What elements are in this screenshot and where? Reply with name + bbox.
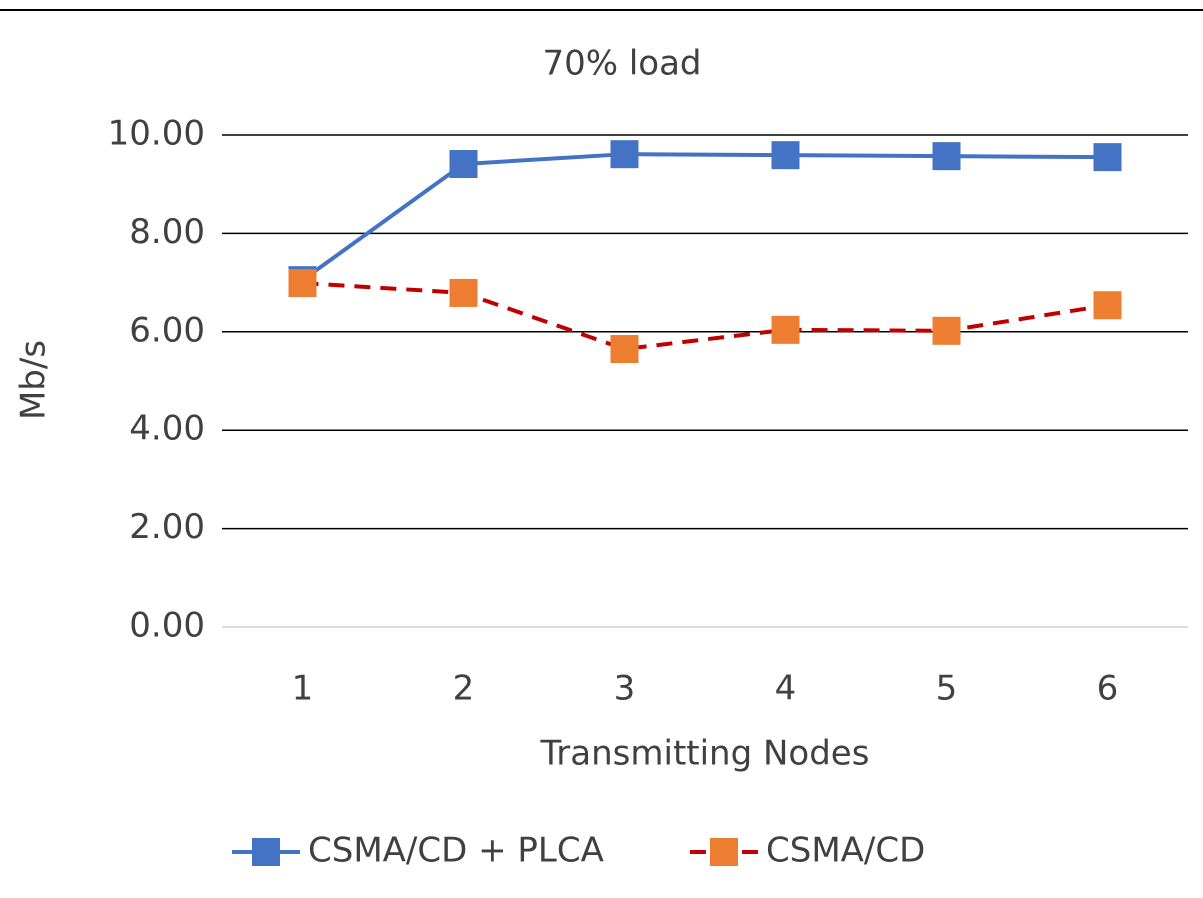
marker <box>610 140 639 169</box>
x-axis-label: Transmitting Nodes <box>540 734 870 774</box>
y-tick-label: 10.00 <box>108 114 205 154</box>
marker <box>449 150 478 179</box>
marker <box>771 141 800 170</box>
marker <box>288 269 317 298</box>
y-tick-label: 6.00 <box>129 310 205 350</box>
legend-marker <box>252 838 280 866</box>
chart-title: 70% load <box>542 44 701 84</box>
series-line <box>302 281 1108 352</box>
x-tick-label: 6 <box>1097 669 1119 709</box>
legend-marker <box>710 838 738 866</box>
x-tick-label: 4 <box>775 669 797 709</box>
marker <box>932 316 961 345</box>
series-line <box>301 152 1108 282</box>
marker <box>1093 291 1122 320</box>
legend-label: CSMA/CD + PLCA <box>308 831 604 871</box>
marker <box>1093 143 1122 172</box>
x-tick-label: 1 <box>292 669 314 709</box>
y-tick-label: 4.00 <box>129 409 205 449</box>
legend-label: CSMA/CD <box>766 831 925 871</box>
x-tick-label: 2 <box>453 669 475 709</box>
marker <box>771 315 800 344</box>
x-tick-label: 5 <box>936 669 958 709</box>
y-tick-label: 0.00 <box>129 606 205 646</box>
y-tick-label: 2.00 <box>129 507 205 547</box>
marker <box>449 278 478 307</box>
marker <box>932 142 961 171</box>
x-tick-label: 3 <box>614 669 636 709</box>
y-axis-label: Mb/s <box>14 340 54 420</box>
marker <box>610 335 639 364</box>
y-tick-label: 8.00 <box>129 212 205 252</box>
